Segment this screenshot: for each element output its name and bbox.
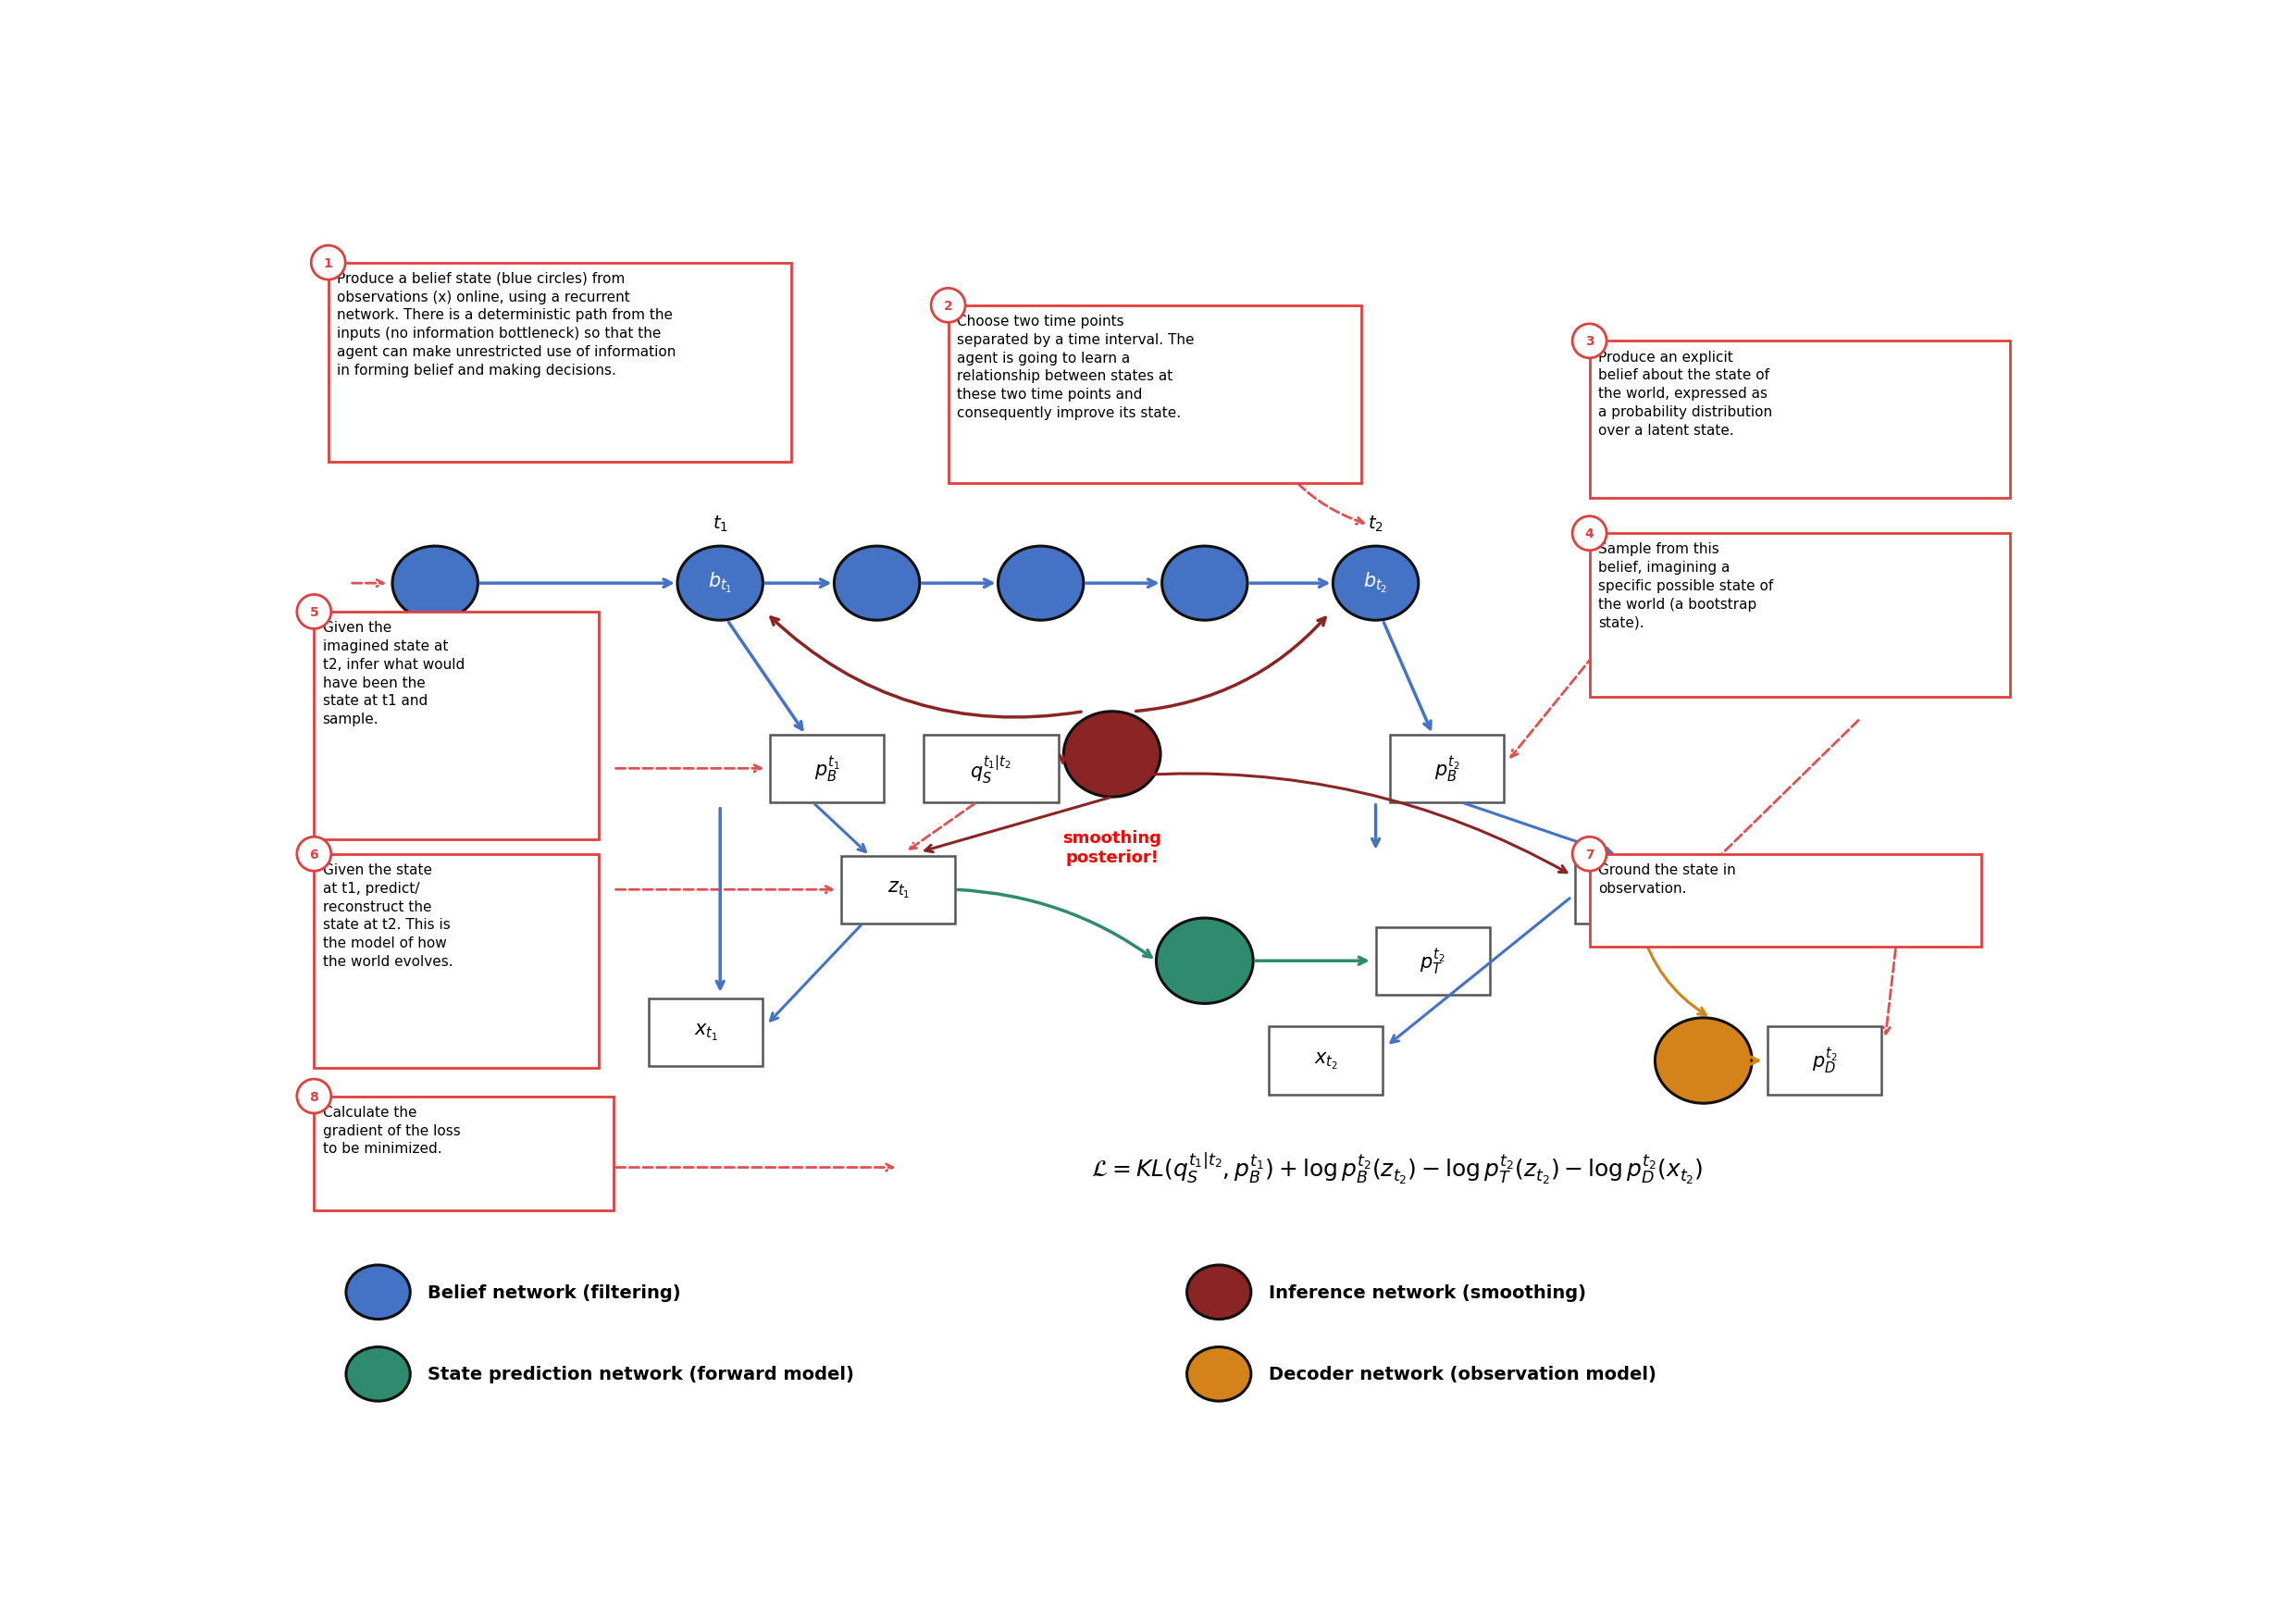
Text: $x_{t_1}$: $x_{t_1}$ [693,1021,718,1043]
Text: 8: 8 [310,1090,319,1103]
Text: $t_1$: $t_1$ [711,515,728,534]
Ellipse shape [1063,711,1161,797]
Circle shape [1572,325,1606,359]
FancyBboxPatch shape [328,263,792,463]
Circle shape [296,594,330,628]
FancyBboxPatch shape [314,612,599,840]
Text: 6: 6 [310,848,319,861]
Ellipse shape [347,1346,411,1402]
Text: 5: 5 [310,606,319,619]
Text: Belief network (filtering): Belief network (filtering) [427,1283,682,1301]
Circle shape [1572,838,1606,872]
FancyBboxPatch shape [948,305,1361,484]
Ellipse shape [1333,547,1418,620]
Ellipse shape [1187,1346,1251,1402]
Text: Inference network (smoothing): Inference network (smoothing) [1269,1283,1586,1301]
Text: $z_{t_2}$: $z_{t_2}$ [1620,880,1643,900]
Text: Given the
imagined state at
t2, infer what would
have been the
state at t1 and
s: Given the imagined state at t2, infer wh… [324,620,464,726]
Text: $q_S^{t_1|t_2}$: $q_S^{t_1|t_2}$ [971,754,1012,784]
FancyBboxPatch shape [1590,341,2010,499]
Text: Ground the state in
observation.: Ground the state in observation. [1597,862,1735,895]
Circle shape [932,289,966,323]
Text: $x_{t_2}$: $x_{t_2}$ [1313,1051,1338,1072]
Text: $b_{t_2}$: $b_{t_2}$ [1363,570,1388,594]
FancyBboxPatch shape [314,1096,613,1210]
Text: State prediction network (forward model): State prediction network (forward model) [427,1366,854,1384]
Ellipse shape [1161,547,1248,620]
Text: $p_B^{t_2}$: $p_B^{t_2}$ [1434,754,1460,784]
Text: $b_{t_1}$: $b_{t_1}$ [707,570,732,594]
Text: 1: 1 [324,257,333,270]
Text: Produce a belief state (blue circles) from
observations (x) online, using a recu: Produce a belief state (blue circles) fr… [337,271,675,377]
Text: smoothing
posterior!: smoothing posterior! [1063,830,1161,866]
Text: $p_B^{t_1}$: $p_B^{t_1}$ [815,754,840,784]
FancyBboxPatch shape [1767,1026,1882,1095]
Ellipse shape [677,547,762,620]
FancyBboxPatch shape [1375,927,1489,996]
Text: 4: 4 [1586,528,1595,541]
FancyBboxPatch shape [1590,854,1981,947]
Circle shape [296,838,330,872]
Text: $t_2$: $t_2$ [1368,515,1384,534]
Circle shape [296,1080,330,1114]
FancyBboxPatch shape [1574,856,1689,924]
FancyBboxPatch shape [842,856,955,924]
FancyBboxPatch shape [1391,736,1503,802]
Circle shape [312,247,344,281]
Circle shape [1572,516,1606,551]
Ellipse shape [392,547,477,620]
Ellipse shape [1655,1018,1751,1104]
FancyBboxPatch shape [649,999,762,1067]
Ellipse shape [998,547,1083,620]
Text: Calculate the
gradient of the loss
to be minimized.: Calculate the gradient of the loss to be… [324,1104,461,1155]
FancyBboxPatch shape [923,736,1058,802]
Text: $p_D^{t_2}$: $p_D^{t_2}$ [1813,1046,1838,1077]
Text: Sample from this
belief, imagining a
specific possible state of
the world (a boo: Sample from this belief, imagining a spe… [1597,542,1774,630]
Text: 3: 3 [1586,335,1595,348]
Text: Decoder network (observation model): Decoder network (observation model) [1269,1366,1657,1384]
Ellipse shape [1157,919,1253,1004]
Ellipse shape [347,1265,411,1319]
FancyBboxPatch shape [771,736,884,802]
Text: $p_T^{t_2}$: $p_T^{t_2}$ [1421,945,1446,976]
Text: 2: 2 [943,299,952,312]
FancyBboxPatch shape [1590,534,2010,698]
Text: $z_{t_1}$: $z_{t_1}$ [888,880,909,900]
FancyBboxPatch shape [314,854,599,1069]
Text: Produce an explicit
belief about the state of
the world, expressed as
a probabil: Produce an explicit belief about the sta… [1597,351,1772,437]
Ellipse shape [833,547,920,620]
Text: 7: 7 [1586,848,1595,861]
Ellipse shape [1187,1265,1251,1319]
Text: Given the state
at t1, predict/
reconstruct the
state at t2. This is
the model o: Given the state at t1, predict/ reconstr… [324,862,452,968]
Text: $\mathcal{L} = KL(q_S^{t_1|t_2}, p_B^{t_1}) + \log p_B^{t_2}(z_{t_2}) - \log p_T: $\mathcal{L} = KL(q_S^{t_1|t_2}, p_B^{t_… [1090,1150,1703,1186]
FancyBboxPatch shape [1269,1026,1384,1095]
Text: Choose two time points
separated by a time interval. The
agent is going to learn: Choose two time points separated by a ti… [957,315,1193,421]
